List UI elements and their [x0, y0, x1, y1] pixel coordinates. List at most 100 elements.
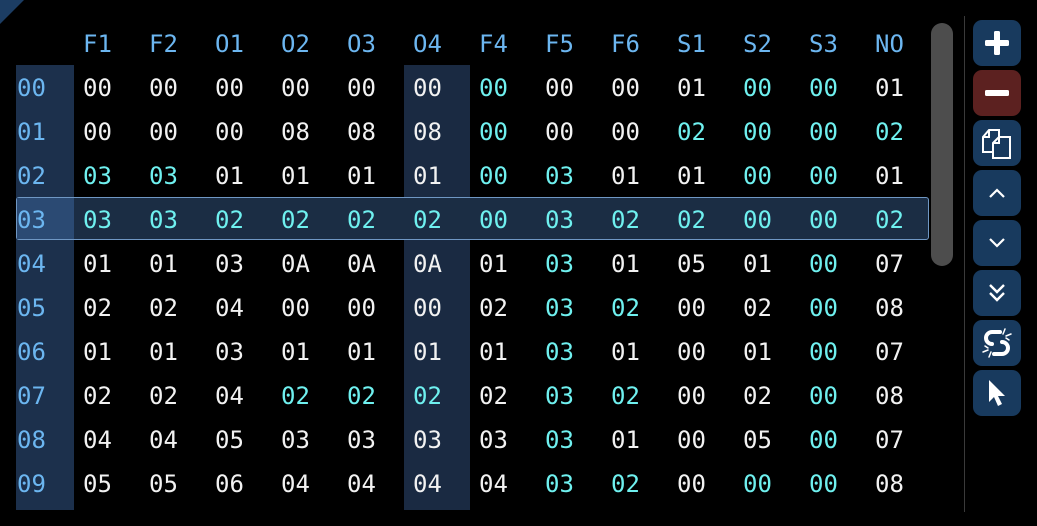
grid-cell[interactable]: 03 — [215, 250, 244, 278]
grid-cell[interactable]: 05 — [149, 470, 178, 498]
grid-cell[interactable]: 03 — [479, 426, 508, 454]
grid-cell[interactable]: 01 — [743, 250, 772, 278]
grid-cell[interactable]: 00 — [149, 74, 178, 102]
grid-cell[interactable]: 04 — [479, 470, 508, 498]
unlink-button[interactable] — [973, 320, 1021, 366]
grid-cell[interactable]: 01 — [83, 338, 112, 366]
column-header[interactable]: O3 — [347, 30, 376, 58]
column-header[interactable]: F4 — [479, 30, 508, 58]
grid-cell[interactable]: 04 — [215, 382, 244, 410]
grid-cell[interactable]: 02 — [743, 294, 772, 322]
grid-cell[interactable]: 01 — [611, 250, 640, 278]
grid-cell[interactable]: 00 — [281, 74, 310, 102]
grid-cell[interactable]: 01 — [677, 74, 706, 102]
grid-cell[interactable]: 00 — [545, 118, 574, 146]
grid-cell[interactable]: 02 — [875, 206, 904, 234]
grid-cell[interactable]: 01 — [281, 162, 310, 190]
grid-cell[interactable]: 02 — [347, 382, 376, 410]
grid-cell[interactable]: 00 — [215, 118, 244, 146]
column-header[interactable]: S2 — [743, 30, 772, 58]
grid-cell[interactable]: 03 — [281, 426, 310, 454]
grid-cell[interactable]: 00 — [809, 294, 838, 322]
grid-cell[interactable]: 08 — [875, 294, 904, 322]
column-header[interactable]: F1 — [83, 30, 112, 58]
grid-cell[interactable]: 00 — [809, 382, 838, 410]
row-header[interactable]: 01 — [17, 118, 46, 146]
grid-cell[interactable]: 02 — [83, 382, 112, 410]
grid-cell[interactable]: 01 — [149, 338, 178, 366]
grid-cell[interactable]: 00 — [347, 74, 376, 102]
row-header[interactable]: 07 — [17, 382, 46, 410]
row-header[interactable]: 09 — [17, 470, 46, 498]
grid-cell[interactable]: 07 — [875, 250, 904, 278]
grid-cell[interactable]: 08 — [875, 470, 904, 498]
row-header[interactable]: 04 — [17, 250, 46, 278]
grid-cell[interactable]: 04 — [149, 426, 178, 454]
grid-cell[interactable]: 02 — [413, 206, 442, 234]
grid-cell[interactable]: 01 — [611, 162, 640, 190]
grid-cell[interactable]: 00 — [743, 118, 772, 146]
grid-cell[interactable]: 03 — [149, 162, 178, 190]
grid-cell[interactable]: 06 — [215, 470, 244, 498]
grid-cell[interactable]: 00 — [677, 470, 706, 498]
grid-cell[interactable]: 00 — [809, 162, 838, 190]
grid-cell[interactable]: 01 — [743, 338, 772, 366]
grid-cell[interactable]: 00 — [347, 294, 376, 322]
add-row-button[interactable] — [973, 20, 1021, 66]
grid-cell[interactable]: 00 — [479, 206, 508, 234]
grid-cell[interactable]: 00 — [479, 74, 508, 102]
grid-cell[interactable]: 01 — [611, 426, 640, 454]
grid-cell[interactable]: 08 — [347, 118, 376, 146]
grid-cell[interactable]: 01 — [215, 162, 244, 190]
grid-cell[interactable]: 04 — [413, 470, 442, 498]
grid-cell[interactable]: 05 — [677, 250, 706, 278]
grid-cell[interactable]: 00 — [83, 118, 112, 146]
row-header[interactable]: 05 — [17, 294, 46, 322]
grid-cell[interactable]: 04 — [83, 426, 112, 454]
grid-cell[interactable]: 01 — [83, 250, 112, 278]
column-header[interactable]: NO — [875, 30, 904, 58]
grid-cell[interactable]: 08 — [281, 118, 310, 146]
grid-cell[interactable]: 02 — [677, 118, 706, 146]
grid-cell[interactable]: 00 — [743, 206, 772, 234]
grid-cell[interactable]: 02 — [677, 206, 706, 234]
grid-cell[interactable]: 01 — [347, 162, 376, 190]
grid-cell[interactable]: 03 — [545, 470, 574, 498]
grid-cell[interactable]: 02 — [611, 294, 640, 322]
grid-cell[interactable]: 00 — [809, 338, 838, 366]
grid-cell[interactable]: 01 — [479, 250, 508, 278]
column-header[interactable]: F6 — [611, 30, 640, 58]
grid-cell[interactable]: 00 — [413, 294, 442, 322]
grid-cell[interactable]: 01 — [149, 250, 178, 278]
grid-cell[interactable]: 08 — [413, 118, 442, 146]
grid-cell[interactable]: 00 — [479, 118, 508, 146]
row-header[interactable]: 03 — [17, 206, 46, 234]
move-down-button[interactable] — [973, 220, 1021, 266]
grid-cell[interactable]: 03 — [347, 426, 376, 454]
grid-cell[interactable]: 02 — [611, 206, 640, 234]
grid-cell[interactable]: 03 — [545, 338, 574, 366]
grid-cell[interactable]: 03 — [413, 426, 442, 454]
grid-cell[interactable]: 03 — [545, 250, 574, 278]
grid-cell[interactable]: 01 — [347, 338, 376, 366]
grid-cell[interactable]: 08 — [875, 382, 904, 410]
grid-cell[interactable]: 00 — [281, 294, 310, 322]
grid-cell[interactable]: 01 — [413, 338, 442, 366]
grid-cell[interactable]: 00 — [545, 74, 574, 102]
grid-cell[interactable]: 0A — [413, 250, 442, 278]
column-header[interactable]: F2 — [149, 30, 178, 58]
vertical-scrollbar[interactable] — [931, 23, 953, 266]
grid-cell[interactable]: 00 — [743, 74, 772, 102]
select-button[interactable] — [973, 370, 1021, 416]
grid-cell[interactable]: 04 — [281, 470, 310, 498]
grid-cell[interactable]: 02 — [743, 382, 772, 410]
grid-cell[interactable]: 02 — [611, 382, 640, 410]
grid-cell[interactable]: 03 — [545, 382, 574, 410]
grid-cell[interactable]: 00 — [743, 162, 772, 190]
grid-cell[interactable]: 00 — [809, 118, 838, 146]
grid-cell[interactable]: 00 — [677, 382, 706, 410]
grid-cell[interactable]: 03 — [545, 206, 574, 234]
grid-cell[interactable]: 02 — [83, 294, 112, 322]
grid-cell[interactable]: 05 — [215, 426, 244, 454]
grid-cell[interactable]: 04 — [215, 294, 244, 322]
